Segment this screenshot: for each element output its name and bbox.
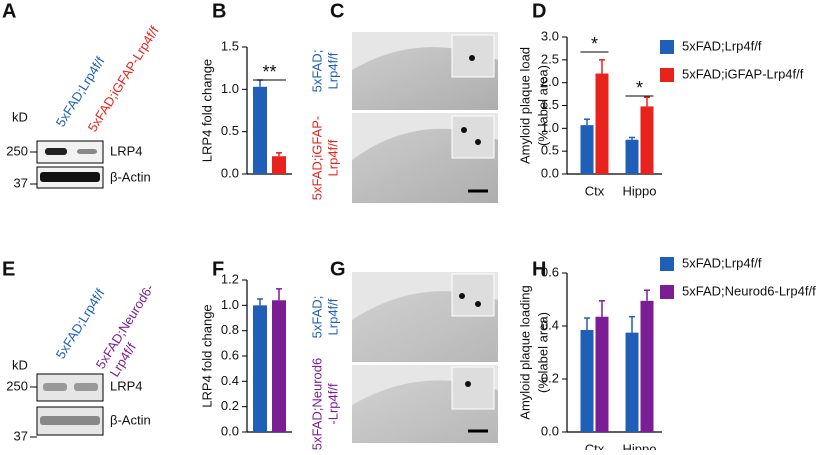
x-tick-label: Ctx xyxy=(585,183,605,198)
image-label: Lrp4f/f xyxy=(325,139,340,176)
y-tick-label: 0.0 xyxy=(221,165,239,180)
x-tick-label: Hippo xyxy=(623,183,657,198)
panel-letter: A xyxy=(2,0,16,22)
band xyxy=(77,149,97,154)
legend-label: 5xFAD;iGFAP-Lrp4f/f xyxy=(682,66,804,81)
marker-label: 250 xyxy=(6,143,28,158)
band xyxy=(45,148,67,155)
y-tick-label: 2.0 xyxy=(541,74,559,89)
band xyxy=(40,172,100,182)
y-axis-label: Amyloid plaque load xyxy=(517,47,532,164)
panel-letter: B xyxy=(212,0,226,22)
x-tick-label: Hippo xyxy=(623,441,657,450)
y-axis-label: LRP4 fold change xyxy=(199,304,214,407)
y-tick-label: 0.4 xyxy=(221,373,239,388)
band-label: LRP4 xyxy=(110,378,143,393)
bar xyxy=(595,316,609,432)
images xyxy=(36,32,498,443)
inset xyxy=(451,115,495,159)
image-label: Lrp4f/f xyxy=(325,52,340,89)
unit-label: kD xyxy=(12,109,28,124)
band-label: LRP4 xyxy=(110,143,143,158)
marker-label: 37 xyxy=(14,428,28,443)
panel-letter: H xyxy=(532,258,546,280)
image-label: 5xFAD; xyxy=(309,296,324,339)
image-label: -Lrp4f/f xyxy=(325,383,340,425)
y-tick-label: 0.5 xyxy=(541,143,559,158)
bar xyxy=(595,73,609,174)
image-label: 5xFAD;Neurod6 xyxy=(309,358,324,450)
y-axis-label: Amyloid plaque loading xyxy=(517,285,532,419)
bar xyxy=(625,332,639,432)
legend-label: 5xFAD;Lrp4f/f xyxy=(682,255,762,270)
image-label: 5xFAD; xyxy=(309,50,324,93)
panel-letter: F xyxy=(212,258,224,280)
bar xyxy=(272,156,286,174)
significance-label: * xyxy=(636,78,643,98)
bar xyxy=(253,305,267,432)
marker-label: 250 xyxy=(6,378,28,393)
significance-label: ** xyxy=(262,62,276,82)
y-tick-label: 0.6 xyxy=(221,347,239,362)
legend-swatch xyxy=(660,40,674,54)
y-tick-label: 0.2 xyxy=(541,370,559,385)
y-tick-label: 0.0 xyxy=(541,423,559,438)
y-tick-label: 0.2 xyxy=(221,398,239,413)
brain-images xyxy=(352,32,498,443)
x-tick-label: Ctx xyxy=(585,441,605,450)
panel-letter: E xyxy=(2,258,15,280)
bar xyxy=(640,300,654,432)
legend-swatch xyxy=(660,68,674,82)
legend-label: 5xFAD;Lrp4f/f xyxy=(682,38,762,53)
bar xyxy=(580,329,594,432)
y-tick-label: 1.0 xyxy=(541,120,559,135)
y-tick-label: 0.8 xyxy=(221,322,239,337)
y-axis-label: LRP4 fold change xyxy=(199,59,214,162)
y-tick-label: 1.0 xyxy=(221,81,239,96)
legend-swatch xyxy=(660,285,674,299)
panel-letter: C xyxy=(330,0,344,22)
bar xyxy=(272,300,286,432)
image-label: Lrp4f/f xyxy=(325,298,340,335)
band-label: β-Actin xyxy=(110,412,151,427)
bar xyxy=(625,139,639,174)
image-label: 5xFAD;iGFAP- xyxy=(309,116,324,201)
marker-label: 37 xyxy=(14,175,28,190)
y-tick-label: 1.5 xyxy=(221,38,239,53)
legend-label: 5xFAD;Neurod6-Lrp4f/f xyxy=(682,283,816,298)
legend-swatch xyxy=(660,257,674,271)
significance-label: * xyxy=(591,34,598,54)
y-tick-label: 0.0 xyxy=(541,165,559,180)
y-tick-label: 0.4 xyxy=(541,317,559,332)
unit-label: kD xyxy=(12,357,28,372)
inset xyxy=(451,273,495,317)
y-tick-label: 0.0 xyxy=(221,423,239,438)
lane-label: 5xFAD;Lrp4f/f xyxy=(53,286,108,362)
y-tick-label: 1.2 xyxy=(221,271,239,286)
y-tick-label: 1.5 xyxy=(541,97,559,112)
y-tick-label: 3.0 xyxy=(541,28,559,43)
band xyxy=(40,416,100,425)
band xyxy=(74,383,98,391)
y-axis-label: (% label area) xyxy=(535,65,550,146)
panel-letter: D xyxy=(532,0,546,22)
y-tick-label: 1.0 xyxy=(221,297,239,312)
band-label: β-Actin xyxy=(110,169,151,184)
bar xyxy=(640,106,654,174)
inset xyxy=(451,366,495,410)
y-tick-label: 2.5 xyxy=(541,51,559,66)
y-tick-label: 0.6 xyxy=(541,264,559,279)
bar xyxy=(580,125,594,174)
y-tick-label: 0.5 xyxy=(221,123,239,138)
band xyxy=(43,383,67,391)
y-axis-label: (% label area) xyxy=(535,312,550,393)
bar xyxy=(253,86,267,174)
panel-letter: G xyxy=(330,258,346,280)
